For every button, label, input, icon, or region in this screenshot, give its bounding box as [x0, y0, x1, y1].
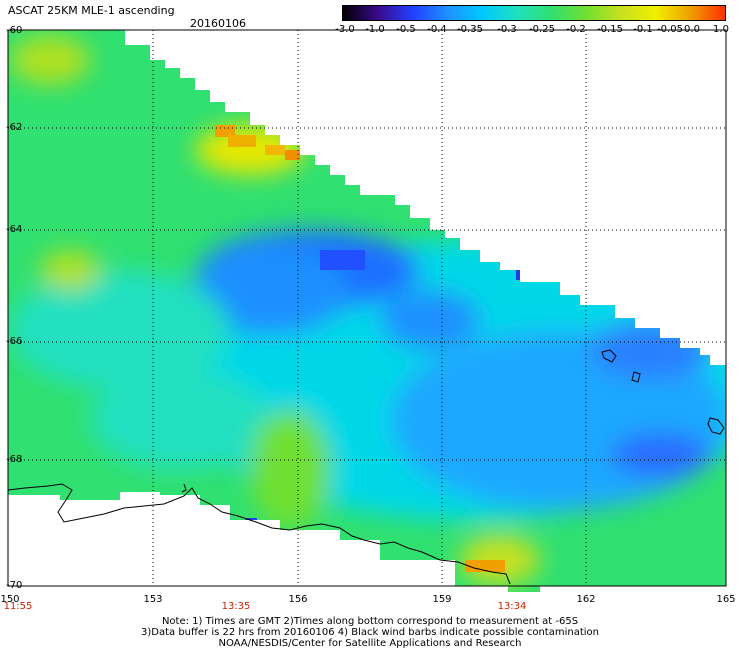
lon-label: 150 — [0, 594, 20, 605]
note-line: 3)Data buffer is 22 hrs from 20160106 4)… — [141, 627, 599, 638]
product-date: 20160106 — [190, 17, 246, 30]
lat-label: -70 — [6, 580, 23, 591]
lat-label: -66 — [6, 336, 23, 347]
lat-label: -64 — [6, 224, 23, 235]
lat-label: -68 — [6, 454, 23, 465]
time-label: 13:34 — [497, 601, 527, 612]
graticule — [8, 30, 726, 586]
product-title: ASCAT 25KM MLE-1 ascending — [8, 4, 175, 17]
colorbar — [342, 5, 726, 21]
footnotes: Note: 1) Times are GMT 2)Times along bot… — [0, 616, 740, 649]
time-label: 11:55 — [3, 601, 33, 612]
note-line: NOAA/NESDIS/Center for Satellite Applica… — [218, 638, 522, 649]
lat-label: -60 — [6, 25, 23, 36]
time-label: 13:35 — [221, 601, 251, 612]
coastline — [7, 349, 725, 585]
lon-label: 162 — [576, 594, 596, 605]
lon-label: 156 — [288, 594, 308, 605]
lat-label: -62 — [6, 122, 23, 133]
note-line: Note: 1) Times are GMT 2)Times along bot… — [161, 616, 579, 627]
lon-label: 159 — [432, 594, 452, 605]
lon-label: 153 — [143, 594, 163, 605]
lon-label: 165 — [716, 594, 736, 605]
map-frame — [7, 29, 727, 587]
